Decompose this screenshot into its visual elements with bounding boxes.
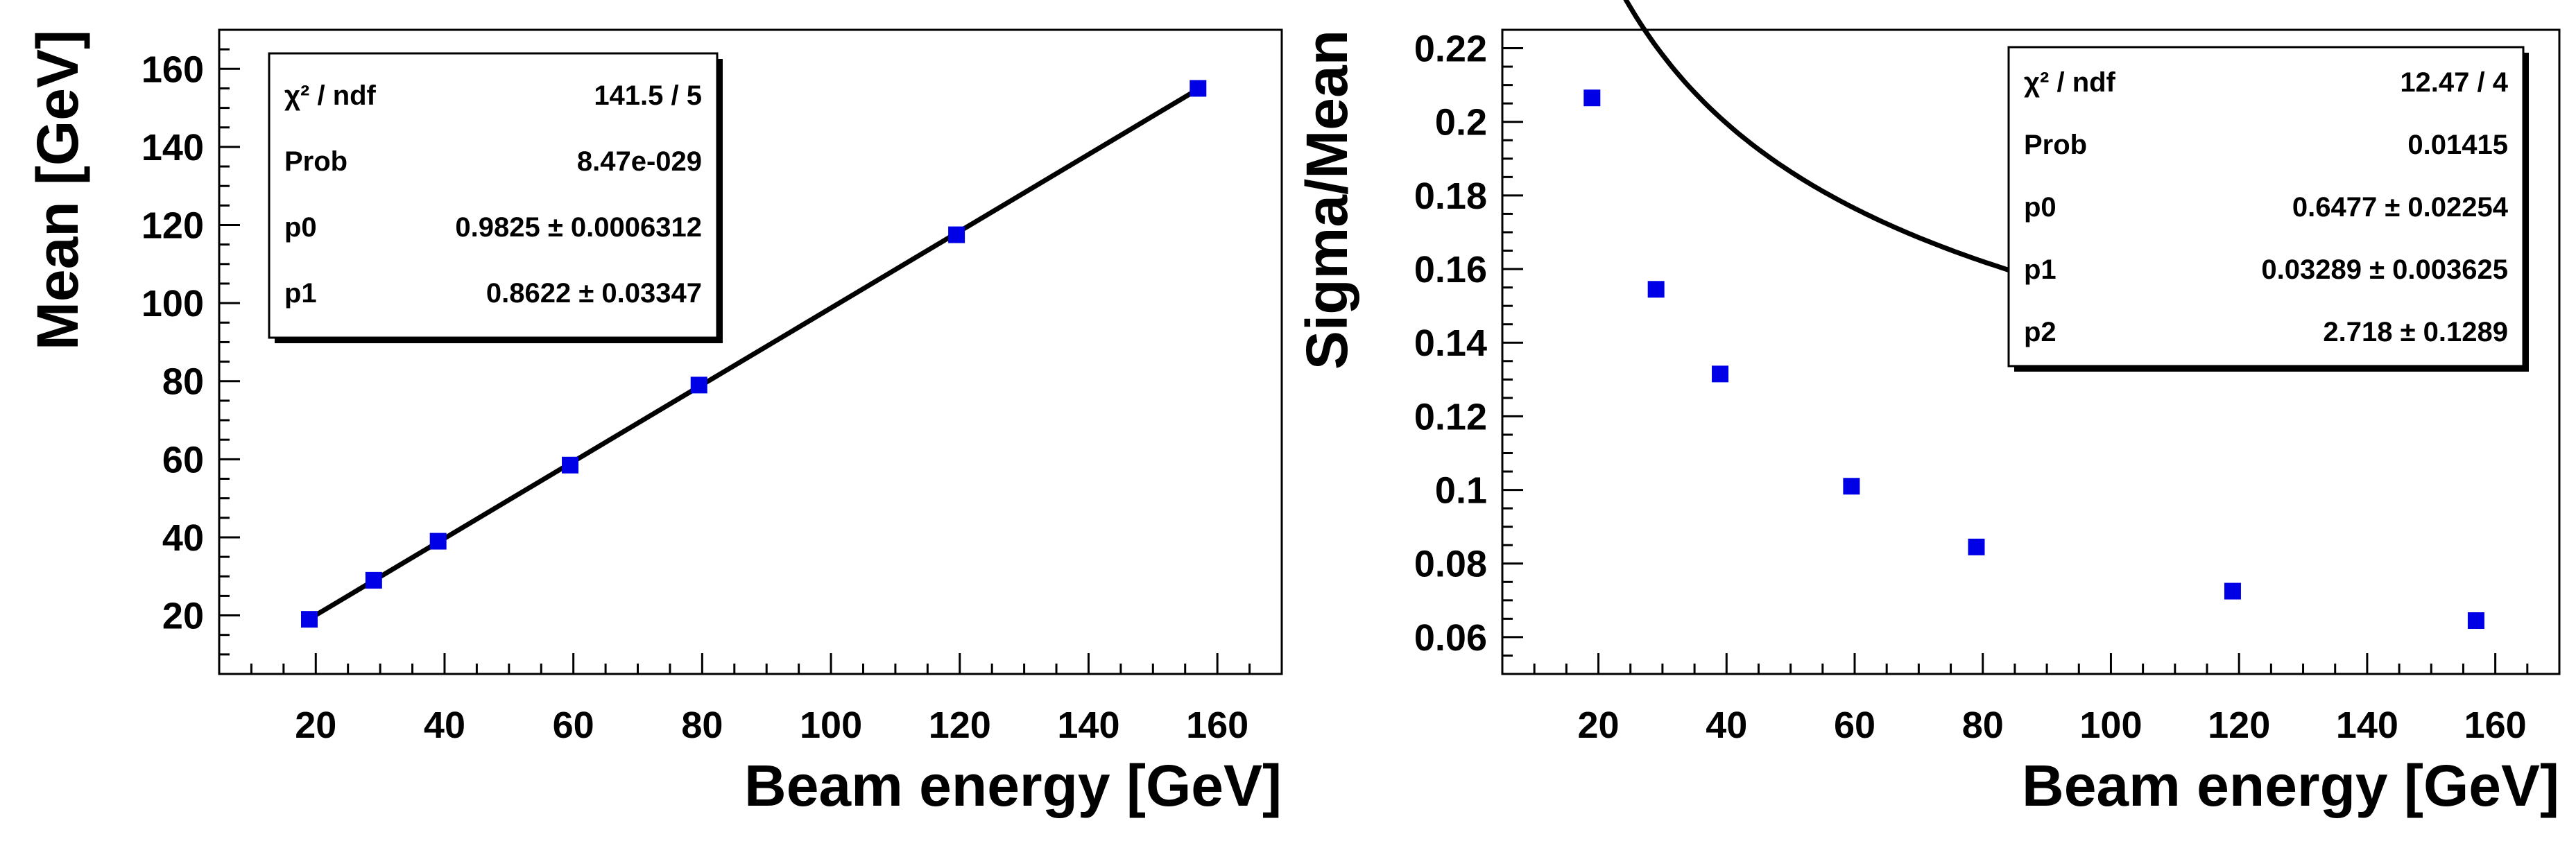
stats-label: Prob [2024, 130, 2087, 160]
data-point [2467, 612, 2484, 630]
data-point [1583, 89, 1601, 107]
stats-value: 2.718 ± 0.1289 [2323, 317, 2508, 347]
data-point [1190, 80, 1207, 97]
x-tick-label: 140 [1057, 704, 1119, 746]
y-axis-title: Mean [GeV] [25, 30, 90, 350]
plot-frame [1501, 28, 2561, 675]
y-tick-label: 0.12 [1414, 396, 1487, 438]
x-tick-label: 20 [1578, 704, 1620, 746]
data-point [1843, 478, 1860, 495]
y-tick-label: 0.2 [1435, 102, 1487, 144]
stats-value: 141.5 / 5 [594, 80, 702, 111]
stats-value: 8.47e-029 [577, 146, 702, 177]
x-tick-label: 120 [929, 704, 991, 746]
x-tick-label: 160 [1186, 704, 1248, 746]
stats-label: p1 [284, 278, 317, 309]
y-tick-label: 100 [141, 283, 204, 325]
y-tick-label: 120 [141, 205, 204, 247]
stats-label: p1 [2024, 254, 2056, 285]
data-point [690, 377, 707, 394]
y-tick-label: 0.1 [1435, 470, 1487, 512]
y-tick-label: 0.06 [1414, 617, 1487, 659]
stats-value: 0.8622 ± 0.03347 [486, 278, 702, 309]
stats-label: χ² / ndf [2024, 67, 2116, 98]
x-tick-label: 20 [295, 704, 336, 746]
x-tick-label: 40 [424, 704, 465, 746]
stats-label: χ² / ndf [284, 80, 377, 111]
data-point [1968, 538, 1985, 555]
y-tick-label: 0.16 [1414, 249, 1487, 291]
data-point [948, 226, 965, 243]
y-tick-label: 160 [141, 49, 204, 90]
stats-label: p0 [284, 212, 317, 243]
mean-vs-energy-panel: 20 40 60 80 100 120 140 160 20 40 60 80 100 120 140 160… [25, 28, 1283, 818]
x-tick-label: 100 [800, 704, 862, 746]
stats-value: 0.03289 ± 0.003625 [2261, 254, 2508, 285]
stats-value: 12.47 / 4 [2400, 67, 2508, 98]
x-tick-label: 100 [2079, 704, 2142, 746]
y-tick-label: 0.08 [1414, 544, 1487, 585]
plot-frame [218, 28, 1283, 675]
y-axis-title: Sigma/Mean [1294, 30, 1359, 370]
x-tick-label: 40 [1706, 704, 1747, 746]
data-point [1647, 281, 1665, 298]
y-tick-label: 0.22 [1414, 28, 1487, 70]
data-point [365, 571, 382, 589]
y-tick-label: 0.18 [1414, 175, 1487, 217]
stats-value: 0.6477 ± 0.02254 [2292, 192, 2509, 223]
resolution-vs-energy-panel: 20 40 60 80 100 120 140 160 0.06 0.08 0.1 0.12 0.14 0… [1294, 0, 2561, 818]
stats-label: p2 [2024, 317, 2056, 347]
x-tick-label: 160 [2464, 704, 2527, 746]
stats-box [268, 52, 719, 339]
data-point [562, 456, 579, 474]
x-tick-label: 60 [1834, 704, 1875, 746]
x-tick-label: 80 [1962, 704, 2004, 746]
y-tick-label: 140 [141, 127, 204, 168]
data-point [2224, 582, 2241, 600]
x-axis-title: Beam energy [GeV] [744, 753, 1282, 818]
y-tick-label: 60 [162, 439, 204, 481]
stats-box [2007, 46, 2525, 367]
y-tick-label: 0.14 [1414, 322, 1487, 364]
y-tick-label: 40 [162, 517, 204, 559]
x-tick-label: 140 [2336, 704, 2398, 746]
fit-curve [308, 87, 1200, 621]
x-axis-title: Beam energy [GeV] [2022, 753, 2559, 818]
y-tick-label: 80 [162, 361, 204, 403]
x-tick-label: 80 [681, 704, 723, 746]
x-tick-label: 60 [553, 704, 594, 746]
x-tick-label: 120 [2208, 704, 2270, 746]
data-point [1712, 365, 1729, 383]
data-point [429, 533, 447, 550]
y-tick-label: 20 [162, 596, 204, 637]
stats-label: p0 [2024, 192, 2056, 223]
stats-value: 0.01415 [2407, 130, 2508, 160]
data-point [300, 611, 318, 628]
stats-label: Prob [284, 146, 347, 177]
stats-value: 0.9825 ± 0.0006312 [455, 212, 702, 243]
